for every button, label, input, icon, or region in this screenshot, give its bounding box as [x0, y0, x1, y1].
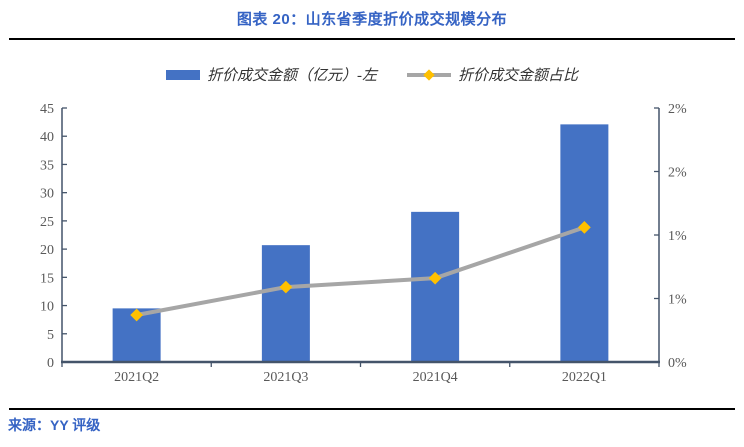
line-diamond-swatch-icon: [406, 68, 451, 81]
svg-text:20: 20: [40, 243, 54, 258]
svg-text:2021Q4: 2021Q4: [413, 370, 458, 385]
svg-text:35: 35: [40, 158, 54, 173]
chart-canvas: 0 5 10 15 20 25 30 35 40 45 0% 1% 1% 2% 2% 2021Q2 2021Q3…: [40, 102, 687, 385]
svg-text:1%: 1%: [668, 229, 687, 244]
svg-text:25: 25: [40, 215, 54, 230]
chart-title: 图表 20：山东省季度折价成交规模分布: [236, 11, 508, 28]
svg-text:2%: 2%: [668, 166, 687, 181]
svg-text:2022Q1: 2022Q1: [562, 370, 607, 385]
svg-text:1%: 1%: [668, 293, 687, 308]
svg-text:5: 5: [47, 328, 54, 343]
svg-text:10: 10: [40, 300, 54, 315]
svg-text:2%: 2%: [668, 102, 687, 117]
svg-text:0%: 0%: [668, 356, 687, 371]
svg-text:45: 45: [40, 102, 54, 117]
svg-text:40: 40: [40, 130, 54, 145]
svg-text:2021Q2: 2021Q2: [114, 370, 159, 385]
svg-text:0: 0: [47, 356, 54, 371]
bar-swatch-icon: [165, 69, 200, 80]
source-attribution: 来源：YY 评级: [8, 417, 101, 433]
svg-text:2021Q3: 2021Q3: [263, 370, 308, 385]
diamond-marker-icon: [423, 68, 435, 81]
legend-bar-label: 折价成交金额（亿元）-左: [206, 68, 377, 84]
legend-line-label: 折价成交金额占比: [457, 68, 578, 84]
bottom-divider: [9, 408, 735, 410]
legend-item-bar-series: 折价成交金额（亿元）-左: [165, 64, 377, 85]
chart-plot-area: 0 5 10 15 20 25 30 35 40 45 0% 1% 1% 2% 2% 2021Q2 2021Q3…: [0, 95, 744, 400]
chart-legend: 折价成交金额（亿元）-左 折价成交金额占比: [0, 64, 744, 85]
legend-item-line-series: 折价成交金额占比: [406, 64, 578, 85]
top-divider: [9, 38, 735, 40]
svg-text:15: 15: [40, 271, 54, 286]
svg-text:30: 30: [40, 187, 54, 202]
